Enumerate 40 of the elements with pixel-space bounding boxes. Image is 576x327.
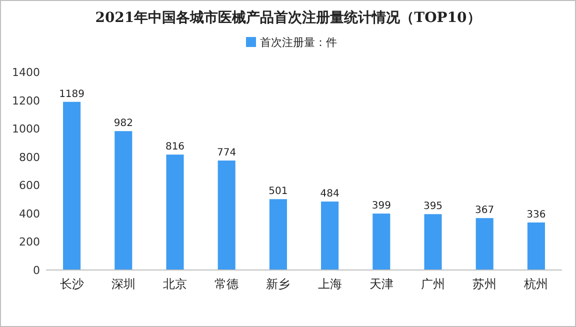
data-label: 774 bbox=[217, 148, 236, 159]
y-tick-label: 400 bbox=[19, 207, 40, 220]
bar bbox=[269, 199, 287, 270]
x-tick-label: 杭州 bbox=[523, 277, 548, 291]
bar bbox=[63, 102, 81, 270]
x-tick-label: 深圳 bbox=[111, 277, 136, 291]
x-tick-label: 苏州 bbox=[472, 277, 497, 291]
data-label: 1189 bbox=[59, 88, 85, 100]
y-tick-label: 1400 bbox=[12, 66, 40, 79]
x-tick-label: 广州 bbox=[421, 277, 445, 291]
y-tick-label: 1200 bbox=[12, 94, 40, 108]
y-tick-label: 200 bbox=[19, 236, 40, 249]
data-label: 336 bbox=[526, 209, 546, 220]
x-tick-label: 北京 bbox=[163, 277, 187, 291]
data-label: 816 bbox=[165, 142, 185, 153]
data-label: 399 bbox=[372, 200, 391, 212]
data-label: 484 bbox=[320, 188, 340, 200]
x-tick-label: 新乡 bbox=[266, 277, 290, 291]
data-label: 501 bbox=[268, 186, 288, 198]
y-tick-label: 0 bbox=[33, 264, 40, 277]
bar bbox=[476, 218, 494, 270]
y-tick-label: 600 bbox=[19, 179, 40, 192]
y-tick-label: 1000 bbox=[12, 122, 40, 136]
bar bbox=[218, 160, 236, 270]
y-tick-label: 800 bbox=[19, 150, 40, 164]
bar bbox=[424, 214, 442, 270]
data-label: 982 bbox=[114, 118, 133, 130]
bar bbox=[166, 154, 184, 270]
x-tick-label: 上海 bbox=[318, 277, 342, 291]
data-label: 367 bbox=[475, 205, 494, 216]
chart-title: 2021年中国各城市医械产品首次注册量统计情况（TOP10） bbox=[95, 9, 481, 26]
x-tick-label: 常德 bbox=[214, 277, 239, 291]
bar bbox=[372, 214, 390, 270]
bar bbox=[321, 202, 339, 270]
data-label: 395 bbox=[423, 201, 443, 212]
bar bbox=[527, 222, 545, 270]
x-tick-label: 长沙 bbox=[60, 277, 84, 291]
x-tick-label: 天津 bbox=[369, 277, 394, 291]
legend-label: 首次注册量：件 bbox=[260, 36, 337, 49]
bar bbox=[114, 131, 132, 270]
